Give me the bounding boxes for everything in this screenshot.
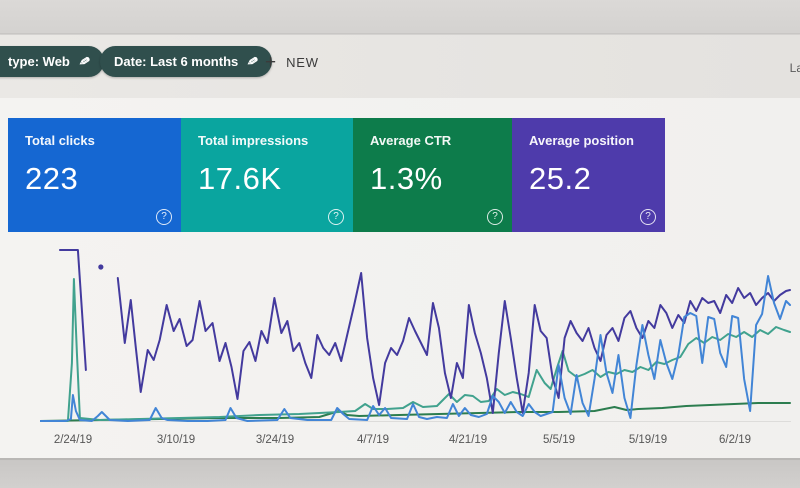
help-icon[interactable]: ? — [156, 209, 172, 225]
x-axis-tick: 2/24/19 — [53, 434, 93, 446]
performance-chart — [40, 249, 792, 422]
filter-toolbar: type: Web ✎ Date: Last 6 months ✎ + NEW … — [0, 35, 800, 98]
performance-chart-area[interactable] — [40, 243, 793, 428]
x-axis-tick: 3/24/19 — [255, 434, 295, 446]
top-strip — [0, 0, 800, 34]
search-type-filter-label: type: Web — [8, 54, 70, 69]
plus-icon: + — [265, 51, 277, 73]
chart-line-average-position — [58, 249, 87, 371]
new-filter-button[interactable]: + NEW — [265, 48, 319, 76]
card-label: Total clicks — [25, 133, 95, 148]
chart-line-total-impressions — [40, 278, 792, 422]
x-axis-tick-row: 2/24/19 3/10/19 3/24/19 4/7/19 4/21/19 5/5/19… — [40, 434, 793, 452]
chart-line-average-ctr — [40, 402, 792, 422]
chart-line-average-position-point — [98, 264, 104, 270]
x-axis-tick: 5/19/19 — [628, 434, 668, 446]
x-axis-tick: 6/2/19 — [719, 434, 751, 446]
card-average-position[interactable]: Average position 25.2 ? — [512, 118, 665, 232]
bottom-strip — [0, 460, 800, 488]
help-icon[interactable]: ? — [328, 209, 344, 225]
x-axis-tick: 4/21/19 — [448, 434, 488, 446]
card-label: Total impressions — [198, 133, 309, 148]
date-filter-chip[interactable]: Date: Last 6 months ✎ — [100, 46, 273, 77]
card-label: Average position — [529, 133, 634, 148]
new-filter-label: NEW — [286, 54, 319, 70]
card-label: Average CTR — [370, 133, 452, 148]
help-icon[interactable]: ? — [640, 209, 656, 225]
date-filter-label: Date: Last 6 months — [114, 54, 239, 69]
card-value: 223 — [25, 161, 79, 196]
edit-pencil-icon[interactable]: ✎ — [77, 52, 92, 70]
card-total-impressions[interactable]: Total impressions 17.6K ? — [181, 118, 353, 232]
x-axis-tick: 3/10/19 — [156, 434, 196, 446]
x-axis-tick: 5/5/19 — [543, 434, 575, 446]
card-average-ctr[interactable]: Average CTR 1.3% ? — [353, 118, 512, 232]
metric-cards-row: Total clicks 223 ? Total impressions 17.… — [8, 118, 665, 232]
chart-line-total-clicks — [40, 275, 792, 422]
help-icon[interactable]: ? — [487, 209, 503, 225]
search-type-filter-chip[interactable]: type: Web ✎ — [0, 46, 104, 77]
edit-pencil-icon[interactable]: ✎ — [245, 52, 260, 70]
chart-line-average-position — [116, 272, 792, 414]
card-total-clicks[interactable]: Total clicks 223 ? — [8, 118, 181, 232]
card-value: 25.2 — [529, 161, 592, 196]
truncated-top-right-text: La — [789, 61, 800, 75]
card-value: 1.3% — [370, 161, 443, 196]
x-axis-tick: 4/7/19 — [357, 434, 389, 446]
card-value: 17.6K — [198, 161, 282, 196]
